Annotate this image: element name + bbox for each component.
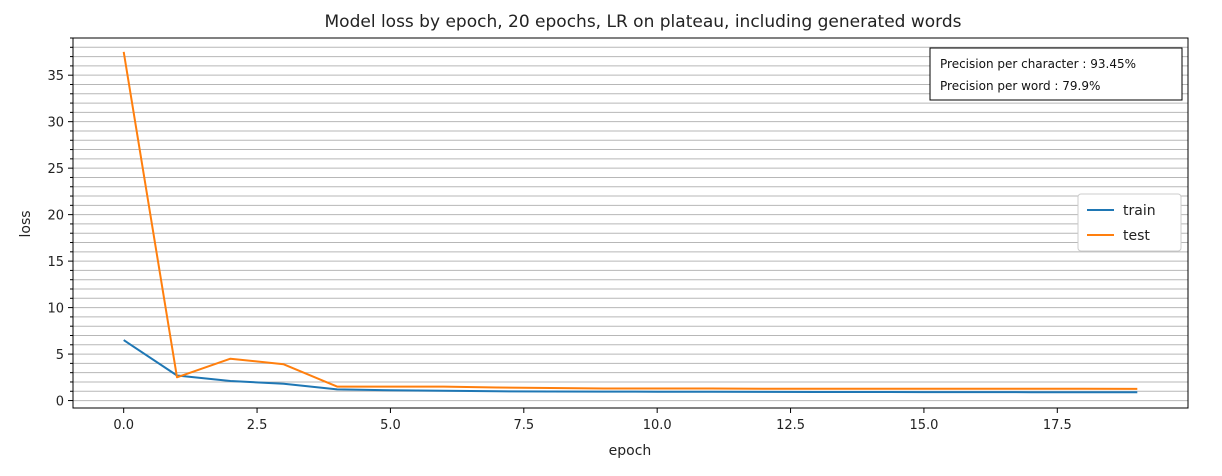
x-tick-label: 7.5 bbox=[513, 418, 534, 433]
y-tick-label: 20 bbox=[47, 209, 64, 224]
legend: train test bbox=[1077, 193, 1182, 252]
series-line-train bbox=[123, 339, 1138, 394]
plot-frame bbox=[72, 37, 1189, 409]
annotation-precision-character: Precision per character : 93.45% bbox=[940, 57, 1136, 71]
y-tick-label: 30 bbox=[47, 116, 64, 131]
y-tick-label: 0 bbox=[56, 395, 64, 410]
legend-label-test: test bbox=[1123, 228, 1150, 244]
y-tick-label: 25 bbox=[47, 162, 64, 177]
y-tick-label: 15 bbox=[47, 255, 64, 270]
y-axis-label: loss bbox=[18, 210, 34, 237]
x-tick-label: 17.5 bbox=[1043, 418, 1072, 433]
legend-label-train: train bbox=[1123, 203, 1156, 219]
x-tick-label: 0.0 bbox=[113, 418, 134, 433]
legend-frame bbox=[1077, 193, 1182, 252]
x-axis: 0.0 2.5 5.0 7.5 10.0 12.5 15.0 17.5 bbox=[113, 408, 1072, 433]
series-lines bbox=[122, 51, 1138, 394]
y-tick-label: 5 bbox=[56, 348, 64, 363]
annotation-frame bbox=[929, 47, 1183, 101]
x-tick-label: 12.5 bbox=[776, 418, 805, 433]
y-tick-label: 35 bbox=[47, 69, 64, 84]
y-axis: 0 5 10 15 20 25 30 35 bbox=[47, 37, 73, 410]
x-tick-label: 2.5 bbox=[247, 418, 268, 433]
series-line-test bbox=[122, 51, 1138, 390]
y-tick-label: 10 bbox=[47, 302, 64, 317]
annotation-box: Precision per character : 93.45% Precisi… bbox=[929, 47, 1183, 101]
chart-title: Model loss by epoch, 20 epochs, LR on pl… bbox=[325, 12, 962, 32]
x-tick-label: 10.0 bbox=[643, 418, 672, 433]
annotation-precision-word: Precision per word : 79.9% bbox=[940, 79, 1100, 93]
x-tick-label: 5.0 bbox=[380, 418, 401, 433]
x-axis-label: epoch bbox=[609, 443, 652, 459]
x-tick-label: 15.0 bbox=[909, 418, 938, 433]
